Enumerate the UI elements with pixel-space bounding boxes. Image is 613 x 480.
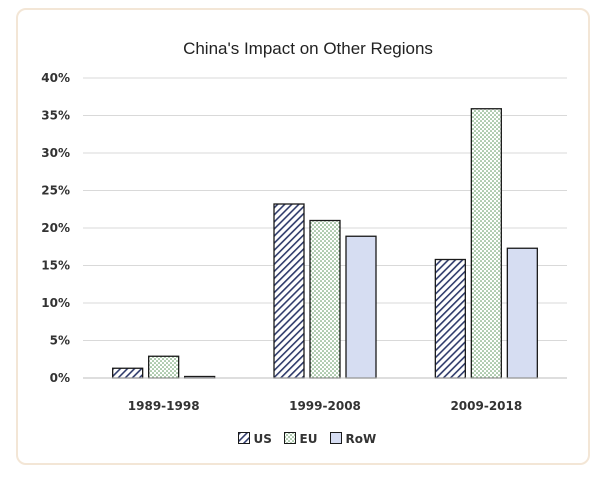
bar-us-2009-2018	[434, 258, 466, 379]
y-tick-label: 35%	[41, 109, 70, 123]
legend-label-eu: EU	[300, 432, 318, 446]
legend: US EU RoW	[238, 432, 377, 446]
bars	[112, 108, 538, 379]
y-tick-label: 10%	[41, 296, 70, 310]
x-tick-label: 1999-2008	[289, 399, 361, 413]
y-tick-label: 30%	[41, 146, 70, 160]
y-tick-label: 5%	[50, 334, 70, 348]
legend-swatch-row	[330, 432, 342, 444]
bar-row-1999-2008	[345, 235, 377, 379]
y-tick-label: 15%	[41, 259, 70, 273]
y-tick-label: 40%	[41, 71, 70, 85]
bar-eu-2009-2018	[470, 108, 502, 379]
bar-us-1999-2008	[273, 203, 305, 379]
legend-label-us: US	[254, 432, 272, 446]
legend-swatch-eu	[284, 432, 296, 444]
bar-eu-1989-1998	[148, 355, 180, 379]
y-tick-label: 0%	[50, 371, 70, 385]
x-axis-ticks: 1989-1998 1999-2008 2009-2018	[128, 399, 522, 413]
legend-label-row: RoW	[346, 432, 377, 446]
chart-title: China's Impact on Other Regions	[183, 39, 433, 58]
y-tick-label: 20%	[41, 221, 70, 235]
x-tick-label: 2009-2018	[450, 399, 522, 413]
legend-swatch-us	[238, 432, 250, 444]
y-axis-ticks: 0% 5% 10% 15% 20% 25% 30% 35% 40%	[41, 71, 70, 385]
bar-us-1989-1998	[112, 367, 144, 379]
x-tick-label: 1989-1998	[128, 399, 200, 413]
bar-eu-1999-2008	[309, 219, 341, 379]
y-tick-label: 25%	[41, 184, 70, 198]
bar-row-2009-2018	[506, 247, 538, 379]
